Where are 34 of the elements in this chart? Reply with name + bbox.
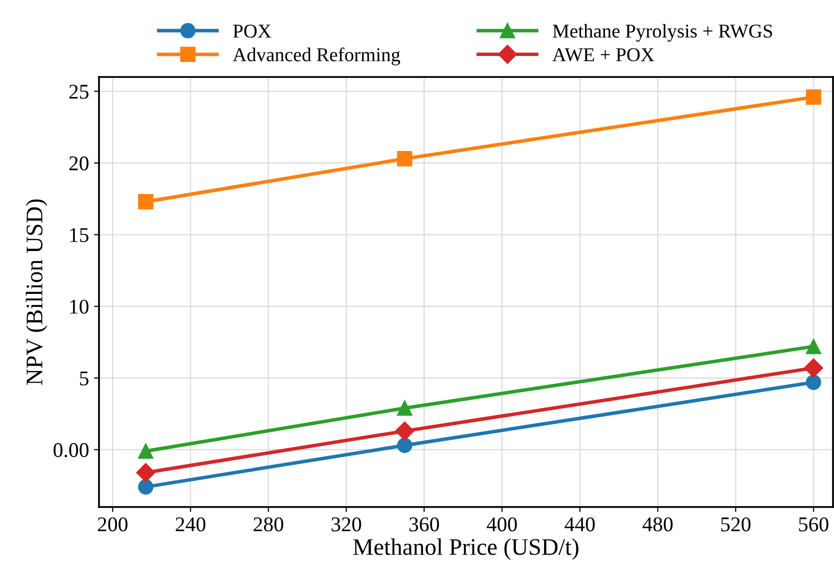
point [397,438,412,454]
x-tick-label: 360 [410,517,439,532]
x-tick-label: 280 [254,517,284,532]
point [804,358,824,378]
y-tick-label: 20 [69,156,88,170]
x-tick-label: 200 [98,517,128,532]
y-tick-label: 15 [70,228,88,242]
legend-label: Methane Pyrolysis + RWGS [552,24,772,42]
x-tick-label: 240 [176,517,206,532]
point [395,422,414,441]
legend-label: Advanced Reforming [232,47,400,66]
x-tick-label: 520 [721,517,750,532]
x-tick-label: 480 [642,517,673,532]
x-tick-label: 400 [486,517,517,532]
x-axis-title: Methanol Price (USD/t) [353,538,578,560]
y-axis-title: NPV (Billion USD) [26,199,48,385]
x-tick-label: 440 [564,517,595,532]
x-tick-label: 320 [332,517,362,532]
point [806,374,822,390]
y-tick-label: 5 [80,372,88,386]
x-tick-label: 560 [799,517,828,532]
point [806,89,822,105]
legend-label: POX [233,24,272,38]
point [806,338,822,354]
point [138,479,154,495]
point [397,400,412,416]
point [138,194,154,210]
y-tick-label: 10 [70,300,88,314]
point [138,443,154,459]
point [136,463,156,482]
legend-label: AWE + POX [552,48,654,62]
y-tick-label: 0.00 [54,443,88,458]
point [397,151,412,166]
y-tick-label: 25 [69,84,88,99]
